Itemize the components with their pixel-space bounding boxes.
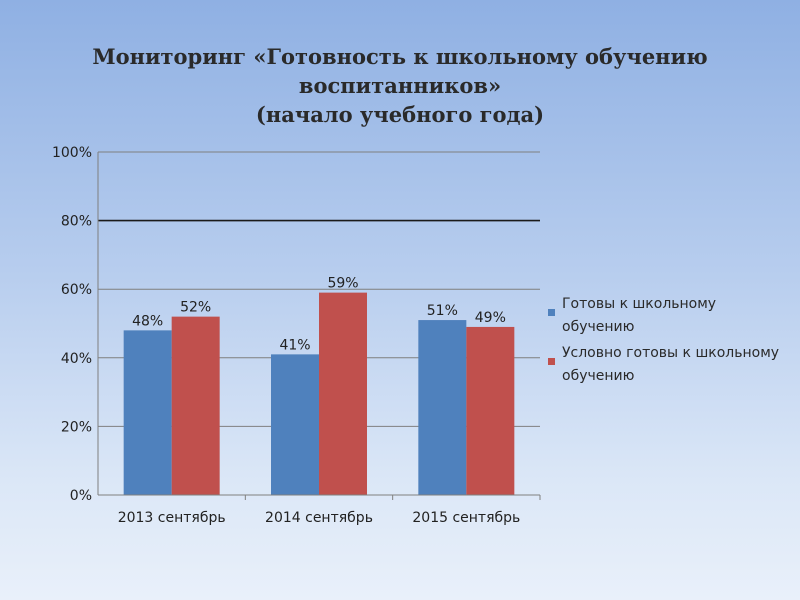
y-tick-label: 0% — [70, 488, 92, 504]
y-tick-label: 80% — [61, 214, 92, 230]
title-line-3: (начало учебного года) — [255, 102, 545, 127]
data-label: 48% — [132, 313, 163, 329]
x-category-label: 2014 сентябрь — [265, 510, 373, 526]
bar — [418, 320, 467, 495]
bar — [123, 330, 172, 495]
title-line-2: воспитанников» — [298, 73, 502, 98]
y-tick-label: 20% — [61, 419, 92, 435]
legend-label-conditional: Условно готовы к школьному обучению — [562, 345, 780, 384]
bar — [466, 326, 515, 495]
y-tick-label: 60% — [61, 282, 92, 298]
legend-item-conditional: Условно готовы к школьному обучению — [548, 342, 788, 388]
data-label: 49% — [475, 310, 506, 326]
bar — [271, 354, 319, 495]
data-label: 52% — [180, 300, 211, 316]
legend-swatch-conditional — [548, 358, 555, 365]
data-label: 51% — [427, 303, 458, 319]
title-line-1: Мониторинг «Готовность к школьному обуче… — [92, 44, 708, 69]
y-tick-label: 100% — [52, 145, 92, 161]
legend-label-ready: Готовы к школьному обучению — [562, 296, 717, 335]
data-label: 41% — [279, 337, 310, 353]
chart-title: Мониторинг «Готовность к школьному обуче… — [0, 42, 800, 129]
legend-swatch-ready — [548, 309, 555, 316]
x-category-label: 2015 сентябрь — [412, 510, 520, 526]
legend-item-ready: Готовы к школьному обучению — [548, 293, 788, 339]
bar — [319, 292, 367, 495]
y-tick-label: 40% — [61, 351, 92, 367]
data-label: 59% — [327, 276, 358, 292]
x-category-label: 2013 сентябрь — [118, 510, 226, 526]
bar — [171, 316, 220, 495]
legend: Готовы к школьному обучению Условно гото… — [548, 293, 788, 391]
